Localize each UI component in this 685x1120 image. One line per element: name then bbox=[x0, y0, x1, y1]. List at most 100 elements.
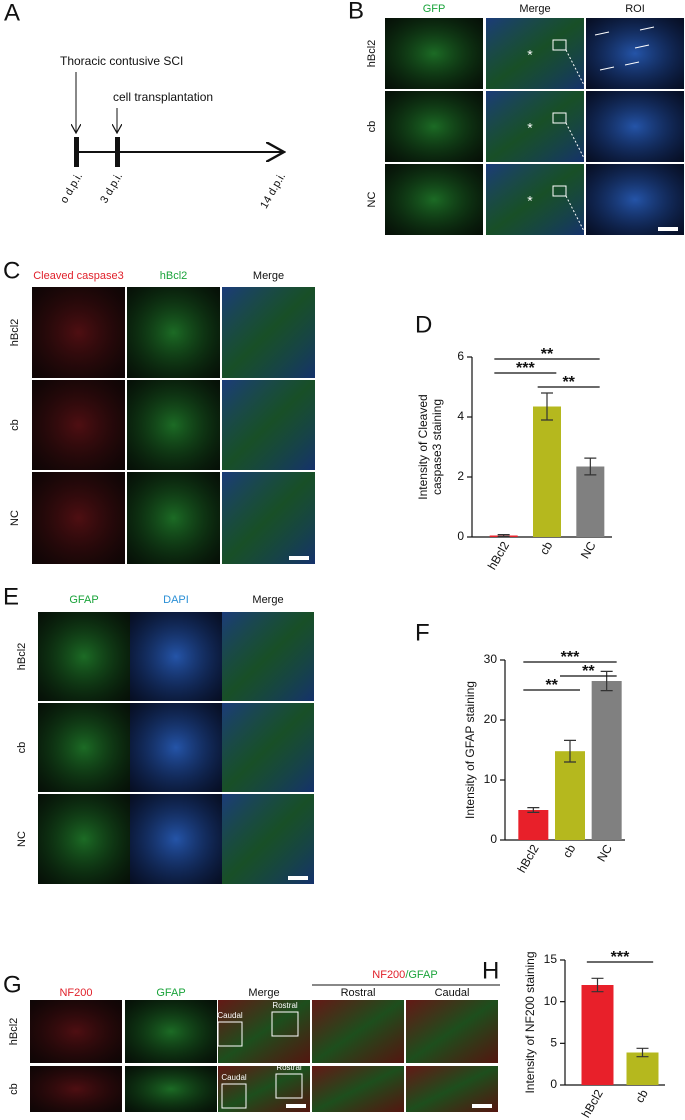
roi-link bbox=[565, 49, 587, 90]
day-label: o d.p.i. bbox=[58, 171, 85, 206]
micrograph-stain bbox=[32, 472, 125, 564]
row-label: cb bbox=[366, 121, 378, 133]
column-header: Merge bbox=[253, 270, 284, 282]
region-box bbox=[275, 1073, 303, 1099]
y-axis-label: Intensity of NF200 staining bbox=[523, 951, 537, 1093]
error-bar bbox=[591, 977, 604, 993]
row-label: hBcl2 bbox=[8, 1018, 20, 1046]
column-header: GFAP bbox=[156, 987, 185, 999]
micrograph-stain bbox=[30, 1000, 122, 1063]
row-label: hBcl2 bbox=[9, 319, 21, 347]
roi-link bbox=[565, 195, 587, 236]
bar bbox=[533, 406, 561, 537]
roi-link bbox=[565, 122, 587, 163]
panel-letter: A bbox=[4, 0, 20, 26]
micrograph-stain bbox=[385, 91, 483, 162]
x-tick-label: hBcl2 bbox=[485, 539, 512, 572]
micrograph-stain bbox=[222, 794, 314, 884]
micrograph-stain bbox=[32, 380, 125, 470]
micrograph-stain bbox=[125, 1000, 217, 1063]
panel-letter: D bbox=[415, 311, 432, 338]
day-bar bbox=[115, 137, 120, 167]
lesion-marker: * bbox=[527, 193, 533, 209]
micrograph-stain bbox=[222, 287, 315, 378]
column-header: Rostral bbox=[341, 987, 376, 999]
row-label: cb bbox=[8, 1083, 20, 1095]
bar bbox=[518, 810, 549, 840]
micrograph-stain bbox=[486, 18, 584, 89]
micrograph-stain bbox=[222, 380, 315, 470]
day-label: 3 d.p.i. bbox=[98, 171, 125, 206]
y-tick-label: 10 bbox=[544, 994, 558, 1008]
micrograph-stain bbox=[486, 164, 584, 235]
column-header: Merge bbox=[519, 3, 550, 15]
bar bbox=[626, 1052, 659, 1085]
micrograph-stain bbox=[312, 1000, 404, 1063]
panel-letter: B bbox=[348, 0, 364, 24]
row-label: hBcl2 bbox=[366, 40, 378, 68]
bar bbox=[576, 466, 605, 537]
day-bar bbox=[74, 137, 79, 167]
y-tick-label: 0 bbox=[550, 1077, 557, 1091]
significance-label: *** bbox=[561, 649, 580, 666]
y-tick-label: 0 bbox=[490, 832, 497, 846]
y-tick-label: 2 bbox=[457, 469, 464, 483]
column-header: GFAP bbox=[69, 594, 98, 606]
roi-box bbox=[552, 112, 567, 124]
micrograph-stain bbox=[130, 794, 222, 884]
error-bar bbox=[527, 807, 540, 813]
micrograph-stain bbox=[586, 18, 684, 89]
row-label: hBcl2 bbox=[16, 643, 28, 671]
error-bar bbox=[584, 457, 597, 476]
significance-label: *** bbox=[516, 360, 535, 377]
micrograph-stain bbox=[385, 18, 483, 89]
significance-label: *** bbox=[611, 949, 630, 966]
row-label: NC bbox=[366, 192, 378, 208]
region-label: Rostral bbox=[272, 1001, 298, 1010]
significance-label: ** bbox=[545, 677, 558, 694]
y-tick-label: 4 bbox=[457, 409, 464, 423]
roi-arrow bbox=[599, 66, 615, 71]
row-label: NC bbox=[16, 831, 28, 847]
column-header: NF200 bbox=[59, 987, 92, 999]
micrograph-stain bbox=[30, 1066, 122, 1112]
y-axis-label: Intensity of GFAP staining bbox=[463, 681, 477, 819]
group-title-part: NF200 bbox=[372, 969, 405, 981]
panel-letter: F bbox=[415, 619, 430, 646]
significance-label: ** bbox=[541, 346, 554, 363]
micrograph-stain bbox=[312, 1066, 404, 1112]
micrograph-stain bbox=[385, 164, 483, 235]
panel-letter: G bbox=[3, 971, 22, 998]
row-label: NC bbox=[9, 510, 21, 526]
event-label: Thoracic contusive SCI bbox=[60, 54, 183, 68]
panel-letter: C bbox=[3, 257, 20, 284]
micrograph-stain bbox=[222, 703, 314, 792]
scale-bar bbox=[658, 227, 678, 231]
micrograph-stain bbox=[38, 612, 130, 701]
roi-arrow bbox=[639, 26, 655, 31]
column-header: Caudal bbox=[435, 987, 470, 999]
region-box bbox=[221, 1083, 247, 1109]
bar bbox=[581, 985, 614, 1085]
column-header: hBcl2 bbox=[160, 270, 188, 282]
scale-bar bbox=[289, 556, 309, 560]
row-label: cb bbox=[9, 419, 21, 431]
roi-arrow bbox=[624, 61, 640, 66]
column-header: DAPI bbox=[163, 594, 189, 606]
roi-box bbox=[552, 39, 567, 51]
roi-arrow bbox=[594, 31, 610, 36]
micrograph-stain bbox=[127, 380, 220, 470]
error-bar bbox=[564, 739, 576, 763]
group-title-part: /GFAP bbox=[405, 969, 437, 981]
row-label: cb bbox=[16, 742, 28, 754]
column-header: GFP bbox=[423, 3, 446, 15]
error-bar bbox=[600, 670, 613, 692]
significance-label: ** bbox=[562, 374, 575, 391]
x-tick-label: hBcl2 bbox=[515, 842, 542, 875]
timeline: Thoracic contusive SCI cell transplantat… bbox=[58, 54, 288, 211]
region-label: Caudal bbox=[217, 1011, 243, 1020]
micrograph-stain bbox=[130, 612, 222, 701]
region-label: Rostral bbox=[276, 1063, 302, 1072]
micrograph-stain bbox=[130, 703, 222, 792]
